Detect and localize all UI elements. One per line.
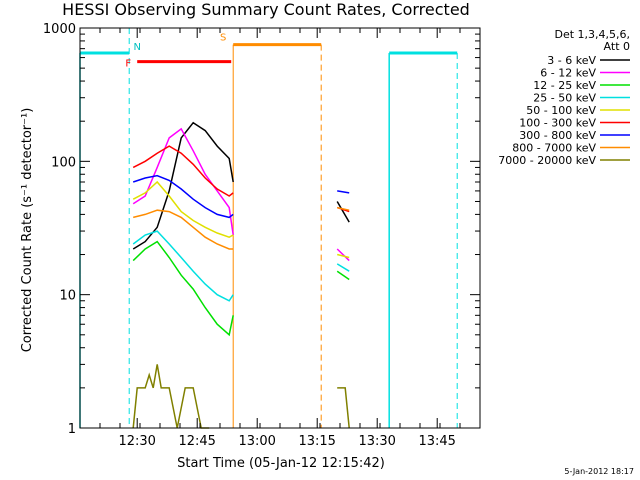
legend-label: 7000 - 20000 keV — [498, 154, 596, 167]
chart-title: HESSI Observing Summary Count Rates, Cor… — [62, 0, 470, 19]
x-tick-label: 13:45 — [418, 434, 455, 449]
x-tick-label: 12:45 — [178, 434, 215, 449]
annotation-n: N — [133, 42, 140, 53]
series-line-0 — [336, 201, 350, 223]
series-line-4 — [337, 253, 350, 259]
annotation-f: F — [125, 59, 131, 70]
series-line-2 — [336, 270, 350, 281]
x-tick-label: 13:15 — [298, 434, 335, 449]
series-line-7 — [337, 206, 350, 211]
series-line-2 — [132, 240, 234, 337]
legend-header-attenuator: Att 0 — [604, 40, 630, 53]
series-line-7 — [133, 209, 234, 250]
legend-label: 3 - 6 keV — [547, 54, 596, 67]
y-tick-label: 1 — [68, 422, 76, 437]
x-axis: 12:30 12:45 13:00 13:15 13:30 13:45 — [99, 28, 461, 449]
annotation-s: S — [220, 33, 226, 44]
series-line-5 — [132, 145, 234, 197]
y-tick-label: 10 — [59, 289, 76, 304]
series-line-3 — [132, 230, 234, 302]
legend-label: 300 - 800 keV — [519, 129, 596, 142]
creation-stamp: 5-Jan-2012 18:17 — [564, 467, 634, 476]
y-axis-label: Corrected Count Rate (s⁻¹ detector⁻¹) — [20, 108, 35, 353]
legend-header-detectors: Det 1,3,4,5,6, — [554, 28, 630, 41]
legend-label: 6 - 12 keV — [540, 67, 596, 80]
y-tick-label: 100 — [51, 155, 76, 170]
series-line-6 — [132, 174, 234, 219]
legend-label: 50 - 100 keV — [526, 104, 596, 117]
series-line-1 — [132, 127, 234, 236]
legend-label: 25 - 50 keV — [533, 92, 596, 105]
x-tick-label: 12:30 — [118, 434, 155, 449]
plot-area: NF S — [79, 28, 458, 429]
x-tick-label: 13:00 — [238, 434, 275, 449]
y-tick-label: 1000 — [43, 22, 76, 37]
series-line-6 — [337, 190, 350, 194]
series-line-4 — [132, 180, 234, 239]
series-line-8 — [337, 387, 350, 429]
series-line-1 — [336, 248, 350, 262]
legend-label: 100 - 300 keV — [519, 117, 596, 130]
x-axis-label: Start Time (05-Jan-12 12:15:42) — [177, 456, 385, 471]
plot-frame — [79, 27, 481, 429]
series-line-8 — [132, 364, 210, 429]
legend-label: 800 - 7000 keV — [512, 142, 596, 155]
legend-label: 12 - 25 keV — [533, 79, 596, 92]
series-line-3 — [336, 263, 350, 272]
x-tick-label: 13:30 — [358, 434, 395, 449]
y-axis: 1 10 100 1000 — [43, 22, 480, 437]
series-line-0 — [132, 121, 234, 250]
